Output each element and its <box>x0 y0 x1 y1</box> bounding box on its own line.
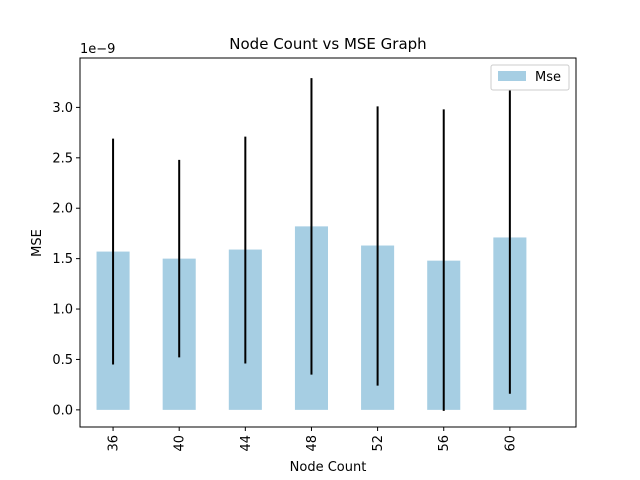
x-tick-label: 56 <box>437 435 452 452</box>
plot-area: 0.0 0.5 1.0 1.5 2.0 2.5 3.0 36 40 44 48 52 56 60 <box>52 57 577 452</box>
x-axis-label: Node Count <box>290 460 367 475</box>
x-tick-label: 60 <box>503 435 518 452</box>
x-tick-label: 48 <box>305 435 320 452</box>
x-tick-label: 36 <box>107 435 122 452</box>
y-tick-label: 0.5 <box>52 353 73 368</box>
legend-swatch <box>498 71 526 81</box>
y-tick-label: 1.0 <box>52 303 73 318</box>
y-tick-label: 2.5 <box>52 151 73 166</box>
chart-title: Node Count vs MSE Graph <box>229 35 426 53</box>
y-tick-label: 2.0 <box>52 202 73 217</box>
x-tick-label: 44 <box>239 435 254 452</box>
x-tick-label: 52 <box>371 435 386 452</box>
legend: Mse <box>490 64 570 91</box>
legend-label: Mse <box>535 70 561 85</box>
y-tick-label: 1.5 <box>52 252 73 267</box>
plot-frame <box>79 57 577 428</box>
y-offset-label: 1e−9 <box>80 42 115 57</box>
y-tick-label: 0.0 <box>52 403 73 418</box>
x-tick-label: 40 <box>173 435 188 452</box>
y-axis-label: MSE <box>30 229 45 257</box>
y-tick-label: 3.0 <box>52 101 73 116</box>
